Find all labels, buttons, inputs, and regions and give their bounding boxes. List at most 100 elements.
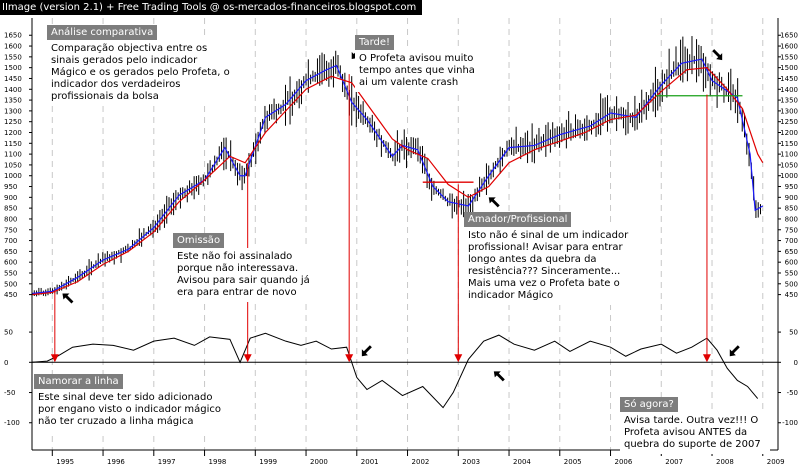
y-tick-label: 950: [4, 183, 17, 191]
y-tick-label: 550: [4, 269, 17, 277]
x-tick-label: 1999: [259, 458, 277, 466]
y-tick-label: 1100: [780, 151, 798, 159]
note-tarde: Tarde! O Profeta avisou muito tempo ante…: [355, 35, 480, 92]
y-tick-label: -100: [782, 419, 798, 427]
marker-arrow: [488, 197, 500, 208]
y-tick-label: 0: [4, 359, 8, 367]
note-title: Análise comparativa: [47, 25, 158, 40]
y-tick-label: 950: [785, 183, 798, 191]
y-tick-label: 1450: [780, 75, 798, 83]
y-tick-label: 650: [4, 248, 17, 256]
y-tick-label: 1050: [4, 161, 22, 169]
y-tick-label: 1150: [780, 140, 798, 148]
y-tick-label: 50: [789, 329, 798, 337]
signal-arrowhead: [454, 354, 463, 363]
window-title: IImage (version 2.1) + Free Trading Tool…: [0, 0, 423, 15]
note-title: Amador/Profissional: [464, 212, 572, 227]
y-tick-label: 850: [4, 205, 17, 213]
y-tick-label: 1250: [780, 118, 798, 126]
y-tick-label: 700: [785, 237, 798, 245]
y-tick-label: 1000: [780, 172, 798, 180]
plot-series: [31, 36, 778, 409]
y-tick-label: 1000: [4, 172, 22, 180]
y-tick-label: 1650: [4, 32, 22, 40]
marker-arrow: [361, 345, 372, 357]
x-tick-label: 2002: [412, 458, 430, 466]
x-tick-label: 2004: [513, 458, 531, 466]
note-title: Namorar a linha: [34, 374, 123, 389]
y-tick-label: 1600: [780, 43, 798, 51]
signal-arrowhead: [243, 354, 252, 363]
y-tick-label: 750: [785, 226, 798, 234]
note-analise-comparativa: Análise comparativa Comparação objectiva…: [47, 25, 237, 106]
y-tick-label: -100: [4, 419, 20, 427]
y-tick-label: 850: [785, 205, 798, 213]
note-title: Só agora?: [620, 397, 678, 412]
note-text: Este sinal deve ter sido adicionado por …: [34, 389, 229, 431]
x-tick-label: 2008: [716, 458, 734, 466]
y-tick-label: 1100: [4, 151, 22, 159]
y-tick-label: 1350: [780, 97, 798, 105]
note-text: O Profeta avisou muito tempo antes que v…: [355, 50, 480, 92]
x-tick-label: 2006: [615, 458, 633, 466]
marker-arrow: [712, 49, 723, 61]
x-tick-label: 2000: [310, 458, 328, 466]
y-tick-label: 750: [4, 226, 17, 234]
y-tick-label: 600: [4, 259, 17, 267]
y-tick-label: 1550: [780, 53, 798, 61]
note-text: Avisa tarde. Outra vez!!! O Profeta avis…: [620, 412, 770, 454]
y-tick-label: 800: [785, 215, 798, 223]
y-tick-label: 900: [785, 194, 798, 202]
x-tick-label: 1998: [209, 458, 227, 466]
x-tick-label: 1995: [56, 458, 74, 466]
y-tick-label: 550: [785, 269, 798, 277]
y-tick-label: 1050: [780, 161, 798, 169]
marker-arrow: [62, 293, 74, 304]
x-tick-label: 2005: [564, 458, 582, 466]
y-tick-label: 1500: [4, 64, 22, 72]
y-tick-label: -50: [4, 389, 15, 397]
x-tick-label: 2007: [665, 458, 683, 466]
y-tick-label: 1400: [4, 86, 22, 94]
y-tick-label: 1200: [4, 129, 22, 137]
y-tick-label: 500: [785, 280, 798, 288]
note-text: Isto não é sinal de um indicador profiss…: [464, 227, 634, 305]
y-tick-label: 1300: [4, 107, 22, 115]
note-title: Tarde!: [355, 35, 395, 50]
y-tick-label: 900: [4, 194, 17, 202]
marker-arrow: [493, 371, 505, 382]
y-tick-label: -50: [787, 389, 798, 397]
y-tick-label: 1200: [780, 129, 798, 137]
note-namorar-a-linha: Namorar a linha Este sinal deve ter sido…: [34, 374, 229, 431]
y-tick-label: 700: [4, 237, 17, 245]
signal-arrowhead: [702, 354, 711, 363]
y-tick-label: 50: [4, 329, 13, 337]
x-tick-label: 2003: [462, 458, 480, 466]
y-tick-label: 1500: [780, 64, 798, 72]
note-omissao: Omissão Este não foi assinalado porque n…: [173, 233, 323, 302]
y-tick-label: 1250: [4, 118, 22, 126]
y-tick-label: 1450: [4, 75, 22, 83]
note-title: Omissão: [173, 233, 225, 248]
y-tick-label: 1350: [4, 97, 22, 105]
x-tick-label: 1997: [158, 458, 176, 466]
x-tick-label: 2009: [767, 458, 785, 466]
note-text: Comparação objectiva entre os sinais ger…: [47, 40, 237, 106]
y-tick-label: 600: [785, 259, 798, 267]
note-amador-profissional: Amador/Profissional Isto não é sinal de …: [464, 212, 634, 305]
axes: 1995 1996 1997 1998 1999 2000 2001 2002 2003 2004…: [4, 18, 798, 466]
signal-arrowhead: [50, 354, 59, 363]
moving-average-red: [31, 67, 764, 296]
signal-arrowhead: [345, 354, 354, 363]
y-tick-label: 1550: [4, 53, 22, 61]
y-tick-label: 0: [794, 359, 798, 367]
y-tick-label: 800: [4, 215, 17, 223]
note-so-agora: Só agora? Avisa tarde. Outra vez!!! O Pr…: [620, 397, 770, 454]
x-tick-label: 2001: [361, 458, 379, 466]
y-tick-label: 1650: [780, 32, 798, 40]
marker-arrow: [729, 345, 740, 357]
y-tick-label: 1400: [780, 86, 798, 94]
y-tick-label: 1300: [780, 107, 798, 115]
y-tick-label: 500: [4, 280, 17, 288]
